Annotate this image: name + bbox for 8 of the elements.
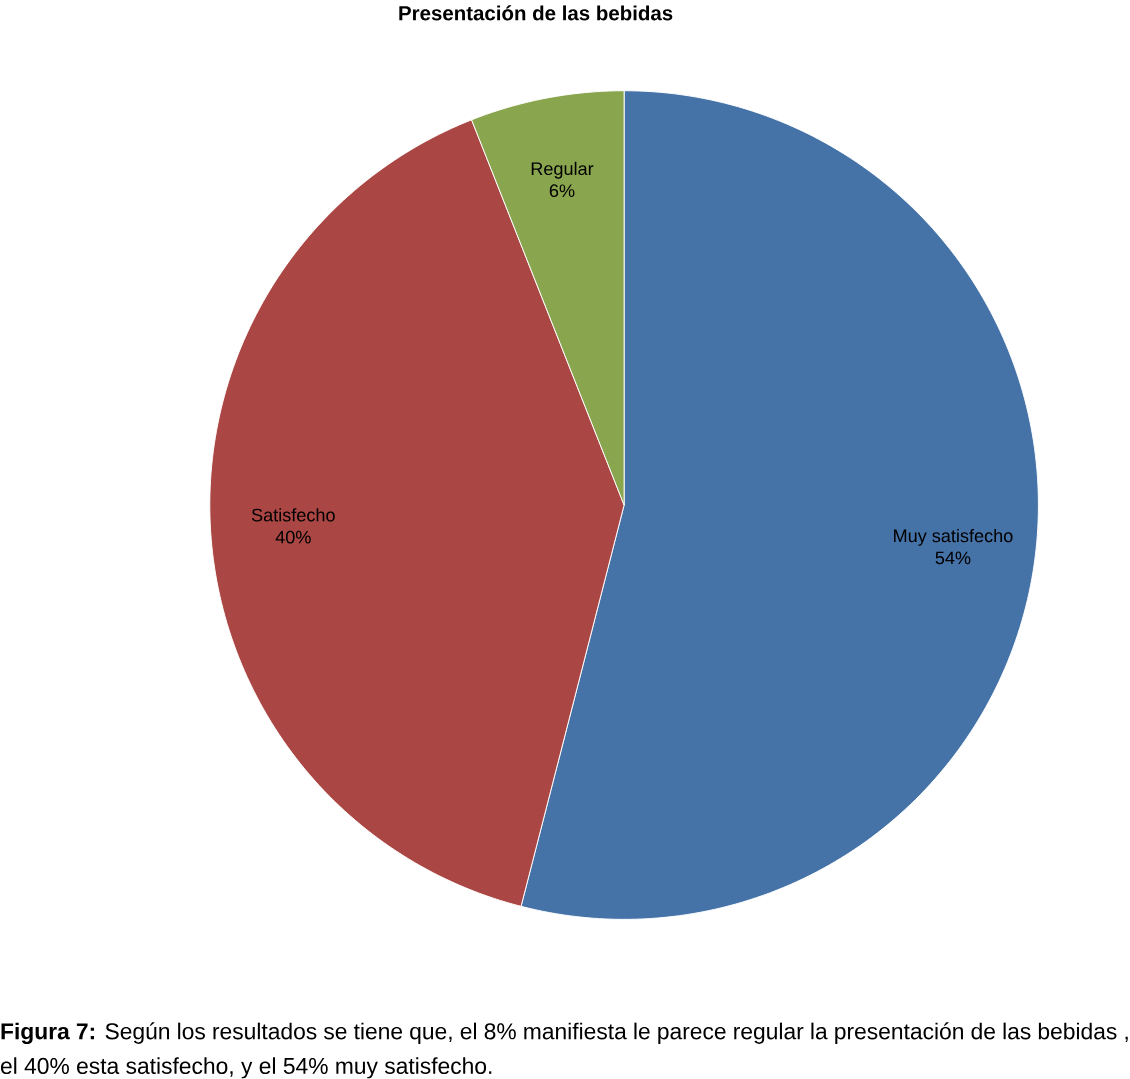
data-label: 54% <box>935 551 971 565</box>
slice-label: Satisfecho <box>251 508 335 522</box>
text: Figura 7: Según los resultados se tiene que, el 8% manifiesta le parece regular la presentación de las bebidas , el 40% esta satisfecho, y el 54% muy satisfecho. <box>0 1022 1128 1079</box>
data-label: 6% <box>549 184 575 198</box>
slice-label: Muy satisfecho <box>894 529 1013 547</box>
data-label: 40% <box>275 530 311 544</box>
chart-title: Presentación de las bebidas <box>399 5 673 21</box>
slice-label: Regular <box>531 162 594 179</box>
